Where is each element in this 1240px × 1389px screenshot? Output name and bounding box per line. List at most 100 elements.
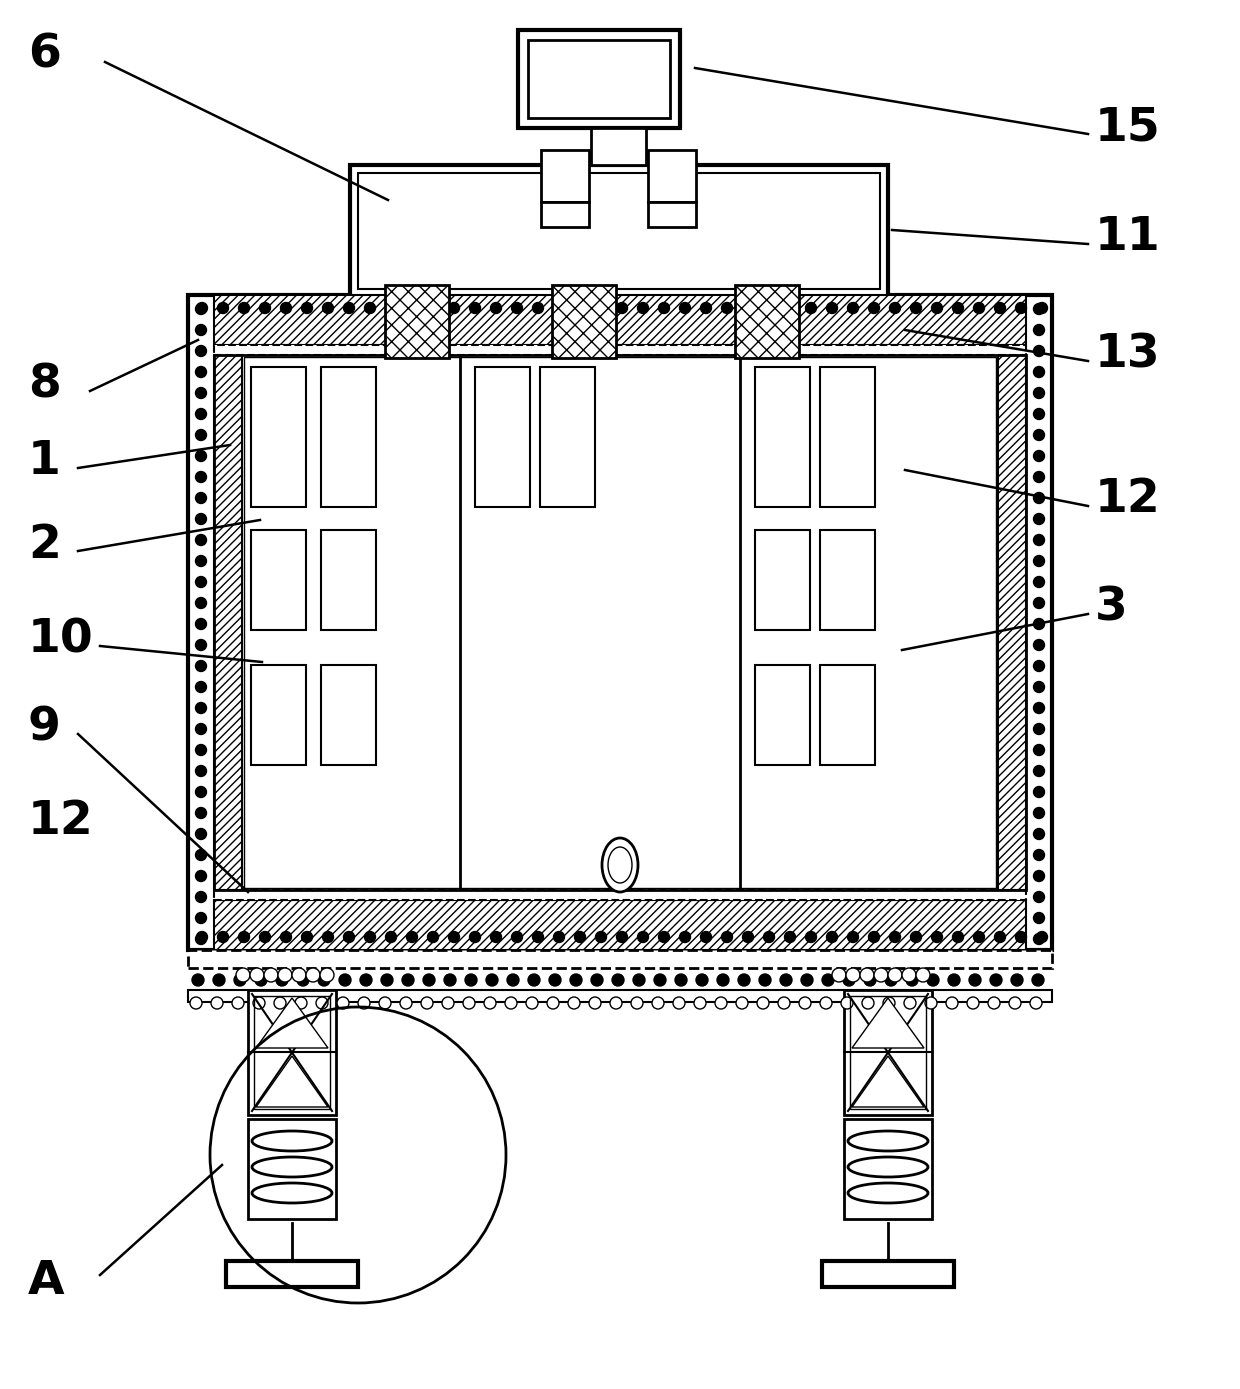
Circle shape xyxy=(259,303,270,314)
Circle shape xyxy=(196,303,207,314)
Circle shape xyxy=(988,997,999,1008)
Circle shape xyxy=(694,997,706,1008)
Circle shape xyxy=(196,471,207,482)
Circle shape xyxy=(196,724,207,735)
Circle shape xyxy=(238,932,249,943)
Text: 9: 9 xyxy=(29,706,61,750)
Circle shape xyxy=(1033,933,1044,945)
Bar xyxy=(528,40,670,118)
Circle shape xyxy=(1011,974,1023,986)
Circle shape xyxy=(901,968,916,982)
Circle shape xyxy=(658,303,670,314)
Circle shape xyxy=(339,974,351,986)
Circle shape xyxy=(994,932,1006,943)
Circle shape xyxy=(595,303,606,314)
Circle shape xyxy=(255,974,267,986)
Circle shape xyxy=(196,703,207,714)
Circle shape xyxy=(402,974,414,986)
Circle shape xyxy=(196,304,207,314)
Circle shape xyxy=(234,974,246,986)
Circle shape xyxy=(1033,597,1044,608)
Circle shape xyxy=(553,932,564,943)
Circle shape xyxy=(320,968,334,982)
Circle shape xyxy=(1033,576,1044,588)
Circle shape xyxy=(910,932,921,943)
Circle shape xyxy=(547,997,559,1008)
Circle shape xyxy=(486,974,498,986)
Circle shape xyxy=(484,997,496,1008)
Circle shape xyxy=(1016,303,1027,314)
Circle shape xyxy=(931,303,942,314)
Circle shape xyxy=(213,974,224,986)
Bar xyxy=(822,1261,954,1288)
Circle shape xyxy=(759,974,771,986)
Circle shape xyxy=(952,932,963,943)
Bar xyxy=(475,367,529,507)
Circle shape xyxy=(526,997,538,1008)
Circle shape xyxy=(680,303,691,314)
Circle shape xyxy=(1033,367,1044,378)
Circle shape xyxy=(1033,828,1044,839)
Bar xyxy=(321,665,376,765)
Circle shape xyxy=(990,974,1002,986)
Ellipse shape xyxy=(252,1131,332,1151)
Circle shape xyxy=(449,932,460,943)
Bar xyxy=(215,356,242,890)
Circle shape xyxy=(250,968,264,982)
Circle shape xyxy=(846,968,861,982)
Circle shape xyxy=(780,974,792,986)
Circle shape xyxy=(298,974,309,986)
Circle shape xyxy=(444,974,456,986)
Bar xyxy=(188,990,1052,1001)
Bar xyxy=(518,31,680,128)
Circle shape xyxy=(196,618,207,629)
Circle shape xyxy=(864,974,875,986)
Bar xyxy=(188,950,1052,968)
Bar xyxy=(591,128,646,165)
Circle shape xyxy=(196,765,207,776)
Circle shape xyxy=(889,932,900,943)
Ellipse shape xyxy=(252,1183,332,1203)
Circle shape xyxy=(407,932,418,943)
Circle shape xyxy=(1033,408,1044,419)
Bar xyxy=(350,165,888,297)
Circle shape xyxy=(505,997,517,1008)
Circle shape xyxy=(280,303,291,314)
Circle shape xyxy=(717,974,729,986)
Circle shape xyxy=(715,997,727,1008)
Text: 12: 12 xyxy=(1095,478,1161,522)
Circle shape xyxy=(196,325,207,336)
Bar xyxy=(248,1120,336,1220)
Circle shape xyxy=(827,303,837,314)
Circle shape xyxy=(322,303,334,314)
Circle shape xyxy=(756,997,769,1008)
Circle shape xyxy=(888,968,901,982)
Bar xyxy=(820,367,875,507)
Circle shape xyxy=(259,932,270,943)
Circle shape xyxy=(696,974,708,986)
Circle shape xyxy=(637,303,649,314)
Circle shape xyxy=(1032,974,1044,986)
Bar xyxy=(254,996,330,1108)
Circle shape xyxy=(1016,932,1027,943)
Circle shape xyxy=(1033,682,1044,693)
Circle shape xyxy=(827,932,837,943)
Circle shape xyxy=(595,932,606,943)
Text: 6: 6 xyxy=(29,32,61,78)
Bar xyxy=(250,531,306,631)
Circle shape xyxy=(196,597,207,608)
Bar xyxy=(541,201,589,226)
Circle shape xyxy=(317,974,330,986)
Circle shape xyxy=(196,682,207,693)
Bar xyxy=(215,356,1025,890)
Bar xyxy=(384,285,449,358)
Circle shape xyxy=(278,968,291,982)
Text: 11: 11 xyxy=(1095,215,1161,261)
Bar xyxy=(248,990,336,1115)
Bar xyxy=(844,990,932,1115)
Circle shape xyxy=(1009,997,1021,1008)
Polygon shape xyxy=(852,1056,924,1107)
Circle shape xyxy=(1033,471,1044,482)
Circle shape xyxy=(1033,639,1044,650)
Circle shape xyxy=(1033,850,1044,861)
